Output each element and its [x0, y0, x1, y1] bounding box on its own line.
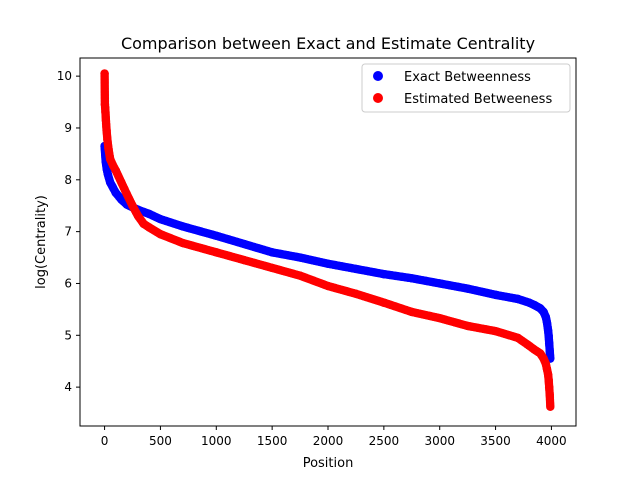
y-tick-label: 10 [57, 69, 72, 83]
x-tick-label: 1500 [257, 434, 288, 448]
legend-label-estimated: Estimated Betweeness [404, 92, 552, 107]
y-axis-label: log(Centrality) [34, 195, 49, 289]
data-point [104, 144, 113, 153]
y-axis-ticks: 4 5 6 7 8 9 10 [57, 69, 80, 394]
data-point [323, 259, 333, 268]
legend-label-exact: Exact Betweenness [404, 70, 531, 85]
data-point [407, 307, 416, 317]
data-point [546, 402, 555, 412]
y-tick-label: 9 [64, 121, 72, 135]
data-point [128, 201, 137, 210]
plot-points [100, 69, 555, 412]
data-point [463, 321, 472, 331]
legend: Exact Betweenness Estimated Betweeness [361, 63, 571, 113]
data-point [178, 222, 187, 231]
data-point [544, 382, 554, 392]
y-tick-label: 7 [64, 225, 72, 239]
data-point [545, 346, 554, 356]
data-point [156, 230, 165, 239]
data-point [122, 190, 132, 199]
data-point [544, 331, 553, 340]
x-tick-label: 2000 [313, 434, 344, 448]
y-tick-label: 6 [64, 276, 72, 290]
x-tick-label: 1000 [201, 434, 232, 448]
data-point [379, 298, 389, 307]
data-point [542, 318, 552, 327]
x-tick-label: 3500 [480, 434, 511, 448]
data-point [295, 271, 305, 280]
legend-marker-exact [373, 71, 383, 81]
data-point [545, 390, 554, 400]
data-point [323, 281, 333, 291]
data-point [491, 290, 500, 300]
y-tick-label: 5 [64, 328, 72, 342]
data-point [145, 223, 154, 232]
data-point [117, 178, 126, 187]
chart-title: Comparison between Exact and Estimate Ce… [121, 34, 535, 53]
data-point [101, 116, 111, 125]
legend-box [361, 63, 571, 113]
x-tick-label: 500 [149, 434, 172, 448]
data-point [491, 326, 500, 336]
legend-marker-estimated [373, 93, 383, 103]
data-point [156, 214, 165, 224]
data-point [145, 209, 154, 219]
data-point [463, 284, 472, 293]
data-point [513, 294, 523, 304]
y-tick-label: 8 [64, 173, 72, 187]
data-point [103, 135, 112, 144]
data-point [178, 238, 187, 248]
x-axis-label: Position [303, 456, 354, 471]
x-axis-ticks: 0 500 1000 1500 2000 2500 3000 3500 4000 [101, 426, 567, 448]
data-point [103, 170, 113, 179]
data-point [513, 333, 523, 343]
data-point [117, 195, 126, 204]
data-point [111, 188, 120, 197]
data-point [267, 263, 277, 273]
data-point [240, 239, 249, 249]
data-point [101, 108, 110, 117]
data-point [544, 338, 554, 348]
series-0 [100, 141, 555, 363]
x-tick-label: 2500 [369, 434, 400, 448]
data-point [111, 166, 120, 175]
data-point [351, 289, 361, 299]
x-tick-label: 3000 [424, 434, 455, 448]
x-tick-label: 4000 [536, 434, 567, 448]
data-point [102, 126, 111, 135]
series-1-band [100, 69, 555, 410]
data-point [295, 253, 305, 262]
plot-frame [79, 57, 577, 427]
data-point [133, 211, 143, 221]
data-point [240, 255, 249, 265]
data-point [435, 279, 444, 288]
data-point [379, 269, 389, 279]
data-point [212, 248, 221, 257]
x-tick-label: 0 [101, 434, 109, 448]
data-point [267, 248, 277, 257]
data-point [435, 313, 444, 323]
y-tick-label: 4 [64, 380, 72, 394]
data-point [544, 375, 553, 384]
data-point [100, 69, 109, 78]
data-point [407, 274, 416, 283]
data-point [351, 264, 361, 274]
series-1 [100, 69, 555, 412]
data-point [212, 231, 221, 240]
